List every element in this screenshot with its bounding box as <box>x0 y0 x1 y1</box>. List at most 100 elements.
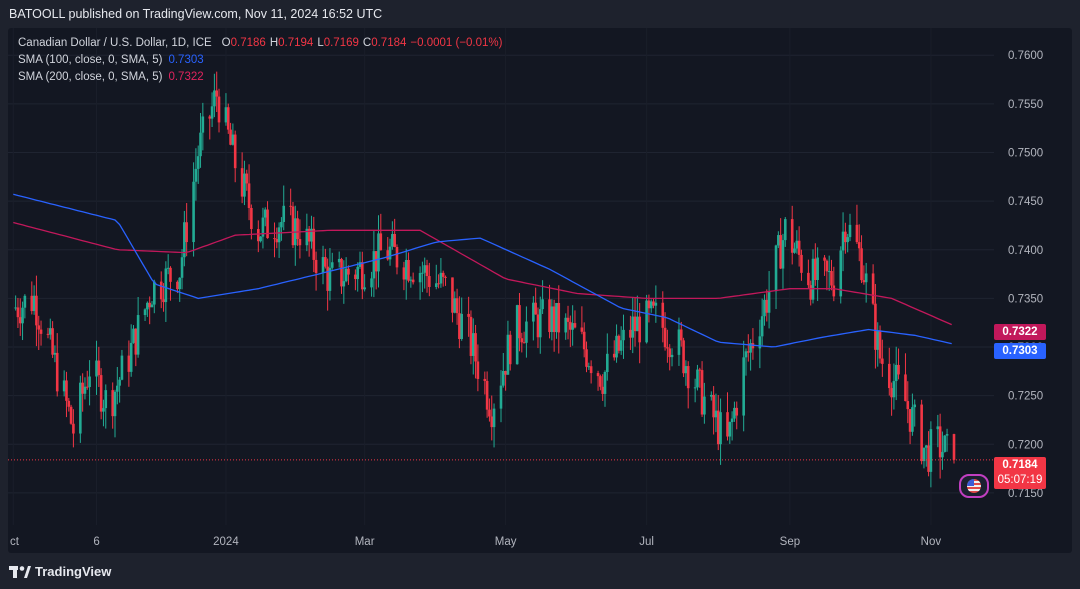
close-value: 0.7184 <box>371 37 407 49</box>
candle-up <box>696 369 699 388</box>
candle-down <box>862 280 866 283</box>
candle-down <box>229 129 232 145</box>
candle-up <box>166 267 170 269</box>
candle-up <box>337 258 341 263</box>
last-price-value: 0.7184 <box>1002 459 1038 471</box>
candle-up <box>911 407 914 432</box>
candle-up <box>460 313 463 339</box>
candle-down <box>871 273 875 304</box>
sma200-value: 0.7322 <box>168 71 204 83</box>
candle-up <box>645 300 648 343</box>
candle-down <box>589 366 593 374</box>
candle-down <box>314 259 318 273</box>
candle-up <box>922 447 926 462</box>
candle-down <box>81 382 84 394</box>
candle-down <box>469 316 473 356</box>
candle-down <box>240 168 244 197</box>
candle-down <box>407 259 410 281</box>
candle-down <box>127 355 131 372</box>
x-tick-label: May <box>495 536 517 548</box>
candle-down <box>601 386 604 394</box>
candle-up <box>864 273 868 283</box>
economic-events-flag-icon[interactable] <box>959 474 989 498</box>
symbol-title[interactable]: Canadian Dollar / U.S. Dollar, 1D, ICE <box>18 37 212 49</box>
candle-up <box>102 408 105 412</box>
candle-down <box>55 352 59 392</box>
candle-down <box>437 283 440 285</box>
candle-up <box>370 278 373 288</box>
candle-up <box>152 281 156 305</box>
candle-down <box>347 268 350 275</box>
candle-down <box>379 233 383 251</box>
candle-down <box>830 271 833 286</box>
candle-up <box>538 309 542 338</box>
candle-up <box>499 385 503 409</box>
candle-up <box>749 343 752 353</box>
candle-up <box>21 307 24 324</box>
x-tick-label: Mar <box>355 536 375 548</box>
candle-up <box>261 217 265 237</box>
chart-pane[interactable]: 0.7600 0.7550 0.7500 0.7450 0.7400 0.7350 0.73… <box>8 28 1072 553</box>
candle-up <box>143 309 147 316</box>
candle-up <box>677 329 681 355</box>
sma100-label[interactable]: SMA (100, close, 0, SMA, 5) <box>18 54 163 66</box>
candle-up <box>742 357 745 416</box>
candle-up <box>894 364 898 382</box>
sma200-label[interactable]: SMA (200, close, 0, SMA, 5) <box>18 71 163 83</box>
candle-up <box>811 258 815 300</box>
symbol-legend-row[interactable]: Canadian Dollar / U.S. Dollar, 1D, ICE O… <box>18 35 502 52</box>
candle-down <box>573 323 577 328</box>
candle-down <box>508 334 512 365</box>
candle-down <box>599 376 602 387</box>
candle-up <box>649 301 653 309</box>
bar-countdown: 05:07:19 <box>997 474 1043 486</box>
sma200-legend-row[interactable]: SMA (200, close, 0, SMA, 5) 0.7322 <box>18 69 502 86</box>
sma100-legend-row[interactable]: SMA (100, close, 0, SMA, 5) 0.7303 <box>18 52 502 69</box>
candle-up <box>631 316 635 338</box>
candle-down <box>809 285 813 300</box>
candle-up <box>363 287 366 290</box>
candle-up <box>760 316 764 337</box>
candle-down <box>698 369 702 371</box>
sma200-price-tag: 0.7322 <box>994 324 1046 340</box>
x-tick-label: Jul <box>639 536 654 548</box>
candle-up <box>129 342 133 372</box>
candle-up <box>95 360 98 377</box>
tradingview-logo[interactable]: TradingView <box>9 564 111 579</box>
high-value: 0.7194 <box>278 37 314 49</box>
candle-down <box>908 409 912 432</box>
candle-up <box>783 219 787 241</box>
x-tick-label: ct <box>10 536 20 548</box>
candle-up <box>924 445 928 448</box>
candle-up <box>622 329 625 341</box>
candle-up <box>118 379 121 386</box>
candle-down <box>920 404 923 462</box>
candle-down <box>474 333 477 362</box>
candle-up <box>183 222 186 258</box>
candle-down <box>638 316 641 343</box>
candle-down <box>661 302 665 328</box>
candle-down <box>307 228 311 242</box>
candle-down <box>250 207 253 230</box>
candle-down <box>686 366 690 389</box>
y-tick-label: 0.7400 <box>1008 245 1043 257</box>
candle-up <box>104 390 108 409</box>
candle-up <box>263 209 267 218</box>
y-tick-label: 0.7150 <box>1008 488 1043 500</box>
candle-down <box>361 262 364 290</box>
candle-up <box>356 266 359 280</box>
candle-up <box>684 366 688 374</box>
candle-up <box>763 299 766 317</box>
candle-up <box>606 353 609 372</box>
candle-up <box>243 173 246 197</box>
candle-down <box>226 107 230 130</box>
candle-up <box>943 435 947 452</box>
candle-down <box>176 281 179 290</box>
candle-down <box>134 328 138 355</box>
candle-down <box>455 298 459 314</box>
candle-up <box>615 335 618 358</box>
candle-down <box>428 276 431 287</box>
price-chart[interactable]: 0.7600 0.7550 0.7500 0.7450 0.7400 0.7350 0.73… <box>8 28 1072 553</box>
candle-down <box>99 375 103 412</box>
candle-down <box>217 96 221 123</box>
